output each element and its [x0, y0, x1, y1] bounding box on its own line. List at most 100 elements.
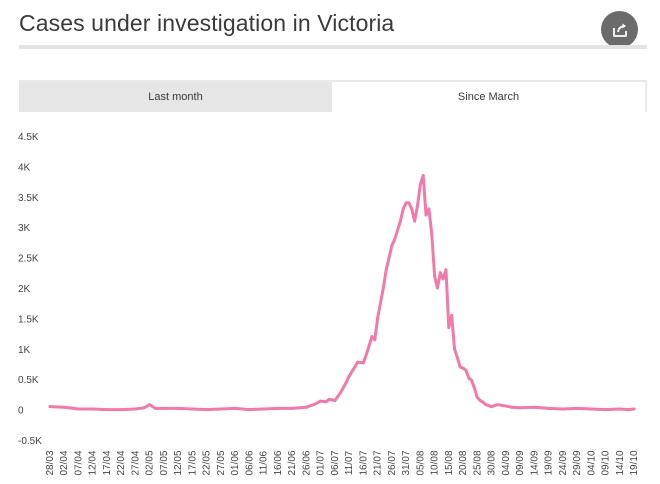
data-point[interactable]: [276, 406, 280, 410]
data-point[interactable]: [205, 408, 209, 412]
data-point[interactable]: [475, 395, 479, 399]
x-tick-label: 26/07: [387, 450, 398, 475]
x-tick-label: 31/07: [401, 450, 412, 475]
share-button[interactable]: [601, 11, 638, 48]
data-point[interactable]: [424, 213, 428, 217]
data-point[interactable]: [435, 286, 439, 290]
data-point[interactable]: [370, 335, 374, 339]
data-point[interactable]: [604, 408, 607, 412]
data-point[interactable]: [453, 347, 456, 351]
data-point[interactable]: [247, 408, 251, 412]
x-tick-label: 17/04: [102, 450, 113, 475]
data-point[interactable]: [418, 183, 422, 187]
data-point[interactable]: [561, 407, 565, 411]
x-tick-label: 29/09: [572, 450, 583, 475]
data-point[interactable]: [433, 274, 437, 278]
data-point[interactable]: [450, 313, 454, 317]
data-point[interactable]: [461, 366, 465, 370]
data-point[interactable]: [119, 408, 123, 412]
data-point[interactable]: [458, 365, 462, 369]
data-point[interactable]: [134, 407, 137, 411]
data-point[interactable]: [390, 243, 394, 247]
data-point[interactable]: [518, 406, 522, 410]
x-tick-label: 30/08: [487, 450, 498, 475]
tab-since-march[interactable]: Since March: [332, 82, 645, 112]
data-point[interactable]: [464, 368, 468, 372]
data-point[interactable]: [495, 403, 499, 407]
data-point[interactable]: [77, 407, 80, 411]
y-tick-label: 2K: [18, 284, 31, 295]
data-point[interactable]: [632, 407, 636, 411]
data-point[interactable]: [455, 356, 459, 360]
x-tick-label: 06/06: [244, 450, 255, 475]
data-point[interactable]: [416, 204, 419, 208]
data-point[interactable]: [490, 405, 494, 409]
data-point[interactable]: [262, 407, 266, 411]
data-point[interactable]: [547, 406, 550, 410]
data-point[interactable]: [427, 207, 431, 211]
data-point[interactable]: [413, 219, 417, 223]
data-point[interactable]: [333, 399, 337, 402]
data-point[interactable]: [470, 378, 474, 382]
data-point[interactable]: [467, 376, 471, 380]
data-point[interactable]: [441, 277, 445, 281]
data-point[interactable]: [347, 374, 351, 378]
data-point[interactable]: [327, 397, 331, 401]
data-point[interactable]: [219, 407, 223, 411]
data-point[interactable]: [510, 405, 513, 409]
data-point[interactable]: [404, 201, 408, 205]
data-point[interactable]: [532, 405, 536, 409]
data-point[interactable]: [478, 399, 482, 402]
data-point[interactable]: [421, 174, 425, 177]
data-point[interactable]: [324, 400, 328, 404]
data-point[interactable]: [91, 407, 95, 411]
data-point[interactable]: [353, 365, 357, 369]
data-point[interactable]: [481, 400, 485, 404]
data-point[interactable]: [398, 219, 402, 223]
data-point[interactable]: [589, 407, 593, 411]
data-point[interactable]: [373, 338, 377, 342]
data-point[interactable]: [504, 404, 508, 408]
data-point[interactable]: [367, 344, 371, 348]
data-point[interactable]: [447, 326, 451, 329]
data-point[interactable]: [381, 286, 385, 290]
data-point[interactable]: [376, 316, 380, 320]
x-tick-label: 21/07: [373, 450, 384, 475]
data-point[interactable]: [618, 407, 622, 411]
data-point[interactable]: [438, 271, 442, 275]
x-tick-label: 22/05: [202, 450, 213, 475]
data-point[interactable]: [356, 360, 360, 364]
data-point[interactable]: [430, 231, 434, 235]
data-point[interactable]: [105, 408, 109, 412]
data-point[interactable]: [290, 406, 294, 410]
data-point[interactable]: [575, 406, 579, 410]
data-point[interactable]: [176, 406, 180, 410]
data-point[interactable]: [444, 268, 448, 272]
data-point[interactable]: [142, 406, 146, 410]
data-point[interactable]: [304, 405, 308, 409]
data-point[interactable]: [339, 391, 343, 395]
tab-last-month[interactable]: Last month: [19, 82, 332, 112]
data-point[interactable]: [410, 207, 414, 211]
data-point[interactable]: [148, 403, 152, 407]
data-point[interactable]: [384, 268, 388, 272]
data-point[interactable]: [344, 380, 348, 384]
data-point[interactable]: [48, 405, 52, 409]
data-point[interactable]: [313, 402, 317, 406]
data-point[interactable]: [401, 207, 405, 211]
x-tick-label: 01/06: [230, 450, 241, 475]
data-point[interactable]: [473, 386, 476, 390]
data-point[interactable]: [162, 406, 166, 410]
data-point[interactable]: [153, 406, 157, 410]
data-point[interactable]: [233, 406, 237, 410]
data-point[interactable]: [62, 405, 66, 409]
data-point[interactable]: [364, 353, 368, 357]
data-point[interactable]: [484, 403, 488, 407]
data-point[interactable]: [190, 407, 194, 411]
data-point[interactable]: [393, 237, 397, 241]
data-point[interactable]: [626, 408, 630, 412]
data-point[interactable]: [361, 361, 365, 365]
series-layer: [48, 174, 636, 412]
data-point[interactable]: [407, 201, 411, 205]
data-point[interactable]: [319, 399, 323, 403]
